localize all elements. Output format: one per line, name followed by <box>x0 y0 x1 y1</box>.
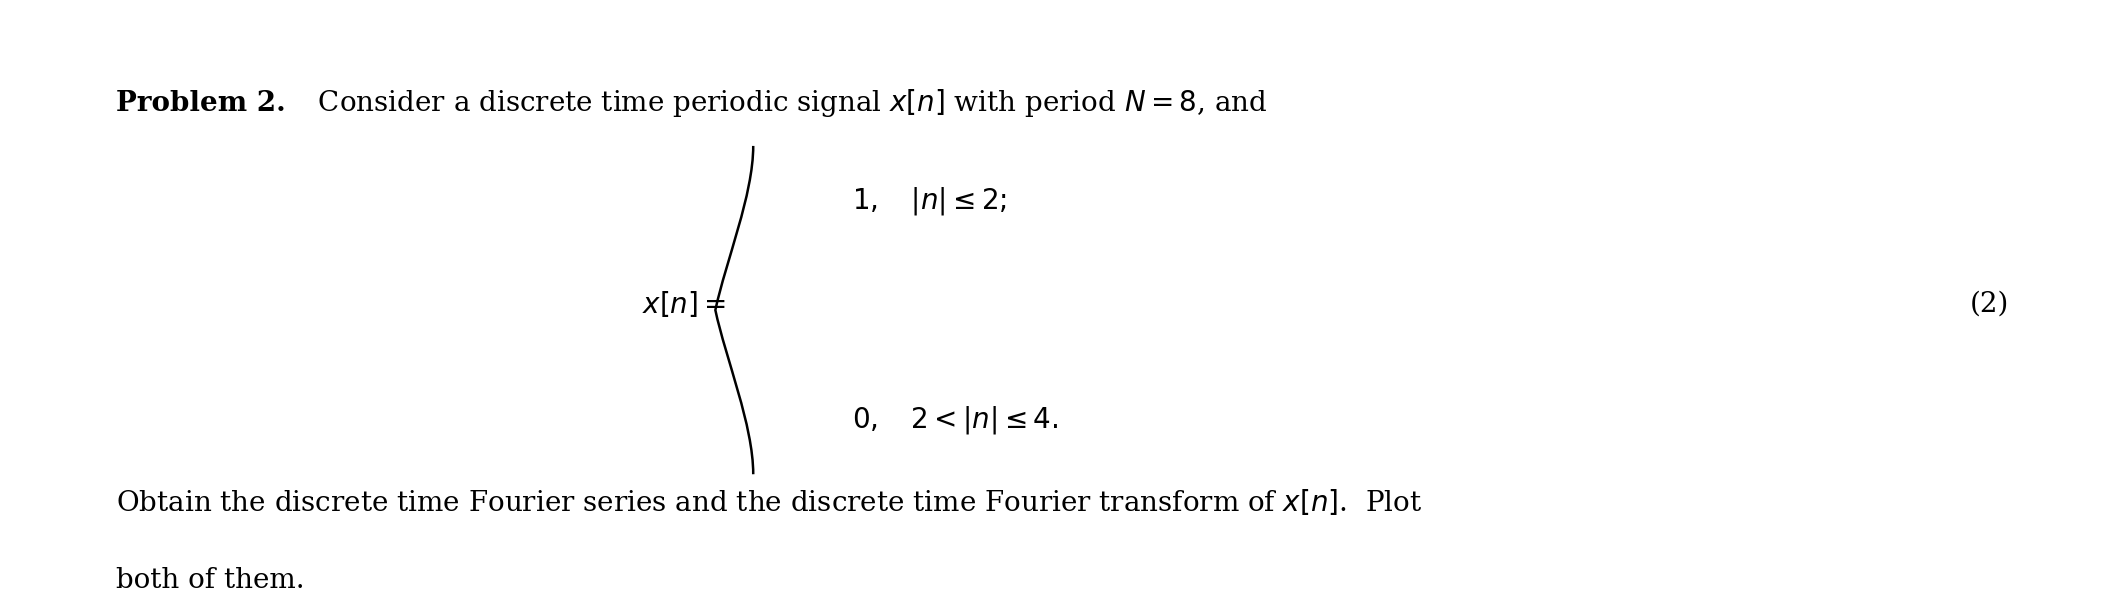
Text: Obtain the discrete time Fourier series and the discrete time Fourier transform : Obtain the discrete time Fourier series … <box>116 486 1422 517</box>
Text: $0,\quad 2 < |n| \leq 4.$: $0,\quad 2 < |n| \leq 4.$ <box>852 404 1058 435</box>
Text: both of them.: both of them. <box>116 567 305 594</box>
Text: Consider a discrete time periodic signal $x[n]$ with period $N = 8$, and: Consider a discrete time periodic signal… <box>309 88 1269 119</box>
Text: $x[n] =$: $x[n] =$ <box>642 289 726 319</box>
Text: Problem 2.: Problem 2. <box>116 90 286 117</box>
Text: (2): (2) <box>1969 291 2009 317</box>
Text: $1,\quad |n| \leq 2;$: $1,\quad |n| \leq 2;$ <box>852 185 1008 216</box>
